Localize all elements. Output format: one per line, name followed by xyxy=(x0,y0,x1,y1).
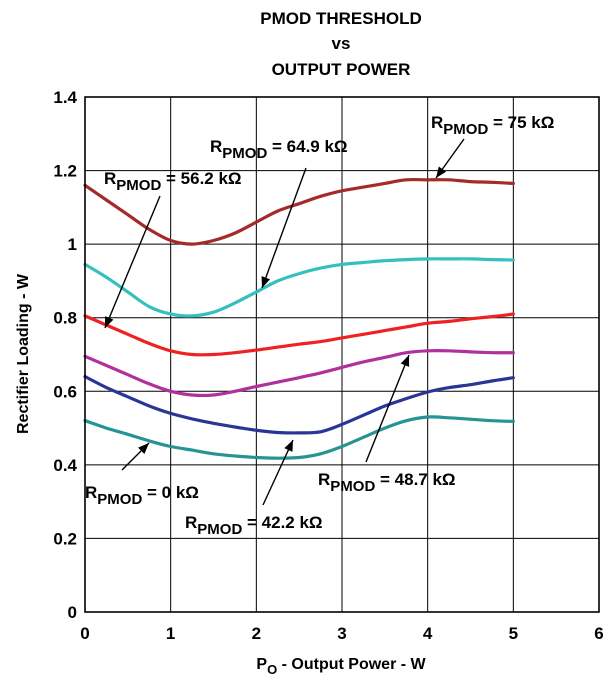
y-tick-label: 0.4 xyxy=(53,456,77,475)
y-tick-label: 1.2 xyxy=(53,162,77,181)
series-line-r64-9 xyxy=(83,257,515,318)
series-lines xyxy=(83,177,515,460)
x-tick-label: 6 xyxy=(594,624,603,643)
callout-label-value: = 48.7 kΩ xyxy=(375,470,455,489)
y-axis-ticks: 0 0.2 0.4 0.6 0.8 1 1.2 1.4 xyxy=(53,88,77,622)
x-axis-label: PO - Output Power - W xyxy=(256,656,426,677)
chart-title-line-2: vs xyxy=(332,34,351,53)
chart-title: PMOD THRESHOLD vs OUTPUT POWER xyxy=(260,9,422,79)
callout-r48-7: RPMOD = 48.7 kΩ xyxy=(318,354,456,495)
series-line-r42-2 xyxy=(83,375,515,435)
callout-label-subscript: PMOD xyxy=(222,145,267,162)
callout-r56-2: RPMOD = 56.2 kΩ xyxy=(104,169,242,329)
callout-label-value: = 56.2 kΩ xyxy=(161,169,241,188)
leader-line xyxy=(262,439,294,506)
callout-label: RPMOD = 48.7 kΩ xyxy=(318,470,456,495)
arrow-head-icon xyxy=(138,443,149,454)
callout-label-subscript: PMOD xyxy=(97,491,142,508)
callout-label-r: R xyxy=(431,113,443,132)
arrow-head-icon xyxy=(436,166,447,178)
y-tick-label: 1.4 xyxy=(53,88,77,107)
arrow-head-icon xyxy=(261,276,271,288)
x-axis-label-main: P xyxy=(256,656,267,673)
series-line-r48-7 xyxy=(83,349,515,398)
x-tick-label: 1 xyxy=(166,624,175,643)
series-line-r75 xyxy=(83,177,515,246)
callout-label: RPMOD = 75 kΩ xyxy=(431,113,554,138)
callout-label-subscript: PMOD xyxy=(443,121,488,138)
callout-label-r: R xyxy=(85,483,97,502)
series-line-r0 xyxy=(83,415,515,460)
chart-title-line-1: PMOD THRESHOLD xyxy=(260,9,422,28)
callout-label-r: R xyxy=(185,513,197,532)
plot-frame xyxy=(84,96,600,613)
callout-label-r: R xyxy=(104,169,116,188)
y-tick-label: 0.2 xyxy=(53,529,77,548)
x-axis-label-subscript: O xyxy=(267,662,277,677)
callout-label-r: R xyxy=(318,470,330,489)
arrow-head-icon xyxy=(400,355,410,367)
leader-line xyxy=(365,354,410,463)
callout-label-value: = 0 kΩ xyxy=(142,483,199,502)
y-tick-label: 0.8 xyxy=(53,309,77,328)
arrow-head-icon xyxy=(105,316,114,328)
x-axis-label-rest: - Output Power - W xyxy=(277,656,426,673)
callout-r64-9: RPMOD = 64.9 kΩ xyxy=(210,137,348,289)
callout-label: RPMOD = 64.9 kΩ xyxy=(210,137,348,162)
callout-label-subscript: PMOD xyxy=(116,177,161,194)
callout-label-subscript: PMOD xyxy=(197,521,242,538)
callout-label: RPMOD = 56.2 kΩ xyxy=(104,169,242,194)
x-axis-ticks: 0 1 2 3 4 5 6 xyxy=(80,624,603,643)
arrow-head-icon xyxy=(284,440,293,452)
callout-r42-2: RPMOD = 42.2 kΩ xyxy=(185,439,323,538)
callout-label-r: R xyxy=(210,137,222,156)
callout-r75: RPMOD = 75 kΩ xyxy=(431,113,554,179)
x-tick-label: 4 xyxy=(423,624,433,643)
callout-label-subscript: PMOD xyxy=(330,478,375,495)
callout-label-value: = 75 kΩ xyxy=(488,113,554,132)
y-tick-label: 1 xyxy=(68,235,77,254)
x-tick-label: 2 xyxy=(252,624,261,643)
callout-label-value: = 64.9 kΩ xyxy=(267,137,347,156)
x-tick-label: 5 xyxy=(509,624,518,643)
y-tick-label: 0 xyxy=(68,603,77,622)
x-tick-label: 0 xyxy=(80,624,89,643)
callout-label-value: = 42.2 kΩ xyxy=(242,513,322,532)
callout-label: RPMOD = 42.2 kΩ xyxy=(185,513,323,538)
y-axis-label: Rectifier Loading - W xyxy=(15,273,32,434)
leader-line xyxy=(104,195,161,329)
x-tick-label: 3 xyxy=(337,624,346,643)
callout-r0: RPMOD = 0 kΩ xyxy=(85,442,199,508)
chart-title-line-3: OUTPUT POWER xyxy=(272,60,411,79)
leader-line xyxy=(261,167,307,289)
y-tick-label: 0.6 xyxy=(53,382,77,401)
series-line-r56-2 xyxy=(83,312,515,357)
callout-label: RPMOD = 0 kΩ xyxy=(85,483,199,508)
